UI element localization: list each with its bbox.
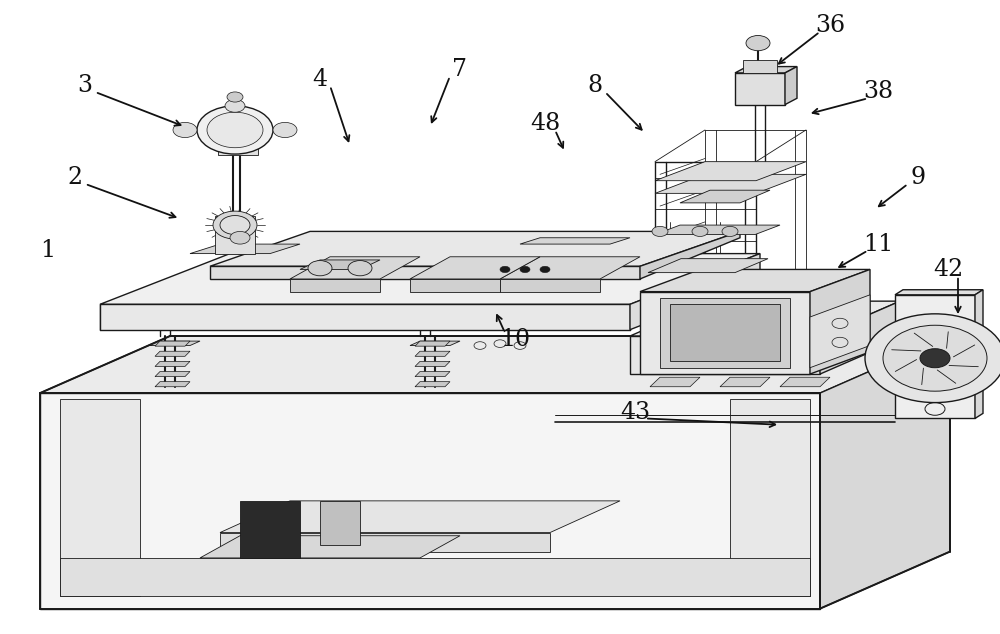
Polygon shape: [780, 377, 830, 387]
Polygon shape: [640, 269, 870, 292]
Polygon shape: [220, 533, 550, 552]
Polygon shape: [895, 290, 983, 295]
Polygon shape: [155, 361, 190, 366]
Text: 4: 4: [312, 68, 328, 91]
Polygon shape: [220, 501, 620, 533]
Circle shape: [540, 266, 550, 273]
Polygon shape: [410, 341, 460, 346]
Polygon shape: [150, 341, 200, 346]
Text: 10: 10: [500, 328, 530, 351]
Circle shape: [207, 112, 263, 148]
Polygon shape: [218, 146, 258, 155]
Polygon shape: [290, 279, 380, 292]
Polygon shape: [648, 259, 768, 273]
Polygon shape: [810, 269, 870, 374]
Circle shape: [652, 226, 668, 236]
Polygon shape: [40, 393, 820, 609]
Polygon shape: [415, 382, 450, 387]
Polygon shape: [895, 295, 975, 418]
Polygon shape: [820, 336, 950, 609]
Circle shape: [692, 226, 708, 236]
Text: 9: 9: [910, 166, 926, 189]
Polygon shape: [200, 536, 460, 558]
Polygon shape: [410, 279, 500, 292]
Polygon shape: [630, 301, 900, 336]
Text: 36: 36: [815, 14, 845, 37]
Polygon shape: [215, 216, 255, 254]
Polygon shape: [810, 295, 870, 368]
Polygon shape: [240, 501, 300, 558]
Text: 3: 3: [78, 74, 92, 97]
Polygon shape: [100, 254, 760, 304]
Circle shape: [227, 92, 243, 102]
Polygon shape: [730, 399, 810, 596]
Polygon shape: [975, 290, 983, 418]
Polygon shape: [60, 558, 810, 596]
Polygon shape: [630, 336, 820, 374]
Polygon shape: [60, 399, 140, 596]
Text: 42: 42: [933, 258, 963, 281]
Circle shape: [197, 106, 273, 154]
Polygon shape: [500, 279, 600, 292]
Text: 8: 8: [587, 74, 603, 97]
Circle shape: [865, 314, 1000, 403]
Circle shape: [500, 266, 510, 273]
Circle shape: [173, 122, 197, 138]
Polygon shape: [720, 377, 770, 387]
Polygon shape: [735, 67, 797, 73]
Polygon shape: [680, 190, 770, 203]
Circle shape: [220, 216, 250, 235]
Circle shape: [308, 261, 332, 276]
Circle shape: [722, 226, 738, 236]
Polygon shape: [210, 231, 740, 266]
Polygon shape: [290, 257, 420, 279]
Text: 7: 7: [452, 58, 468, 81]
Circle shape: [746, 36, 770, 51]
Polygon shape: [660, 298, 790, 368]
Circle shape: [920, 349, 950, 368]
Polygon shape: [190, 244, 300, 254]
Text: 1: 1: [40, 239, 56, 262]
Polygon shape: [640, 231, 740, 279]
Text: 43: 43: [620, 401, 650, 424]
Polygon shape: [655, 174, 806, 193]
Polygon shape: [415, 341, 450, 346]
Polygon shape: [155, 351, 190, 356]
Text: 48: 48: [530, 112, 560, 135]
Polygon shape: [640, 292, 810, 374]
Polygon shape: [210, 266, 640, 279]
Polygon shape: [743, 60, 777, 73]
Polygon shape: [655, 162, 806, 181]
Polygon shape: [820, 301, 900, 374]
Polygon shape: [40, 336, 950, 393]
Polygon shape: [735, 73, 785, 105]
Polygon shape: [155, 372, 190, 377]
Polygon shape: [155, 382, 190, 387]
Polygon shape: [520, 238, 630, 244]
Text: 11: 11: [863, 233, 893, 256]
Circle shape: [883, 325, 987, 391]
Polygon shape: [320, 501, 360, 545]
Polygon shape: [415, 361, 450, 366]
Polygon shape: [410, 257, 540, 279]
Polygon shape: [630, 254, 760, 330]
Text: 38: 38: [863, 81, 893, 103]
Polygon shape: [650, 377, 700, 387]
Polygon shape: [100, 304, 630, 330]
Polygon shape: [300, 260, 380, 269]
Circle shape: [273, 122, 297, 138]
Polygon shape: [415, 351, 450, 356]
Circle shape: [520, 266, 530, 273]
Circle shape: [230, 231, 250, 244]
Circle shape: [213, 211, 257, 239]
Polygon shape: [670, 304, 780, 361]
Polygon shape: [655, 225, 780, 235]
Circle shape: [225, 100, 245, 112]
Circle shape: [348, 261, 372, 276]
Polygon shape: [785, 67, 797, 105]
Polygon shape: [500, 257, 640, 279]
Polygon shape: [415, 372, 450, 377]
Text: 2: 2: [67, 166, 83, 189]
Polygon shape: [155, 341, 190, 346]
